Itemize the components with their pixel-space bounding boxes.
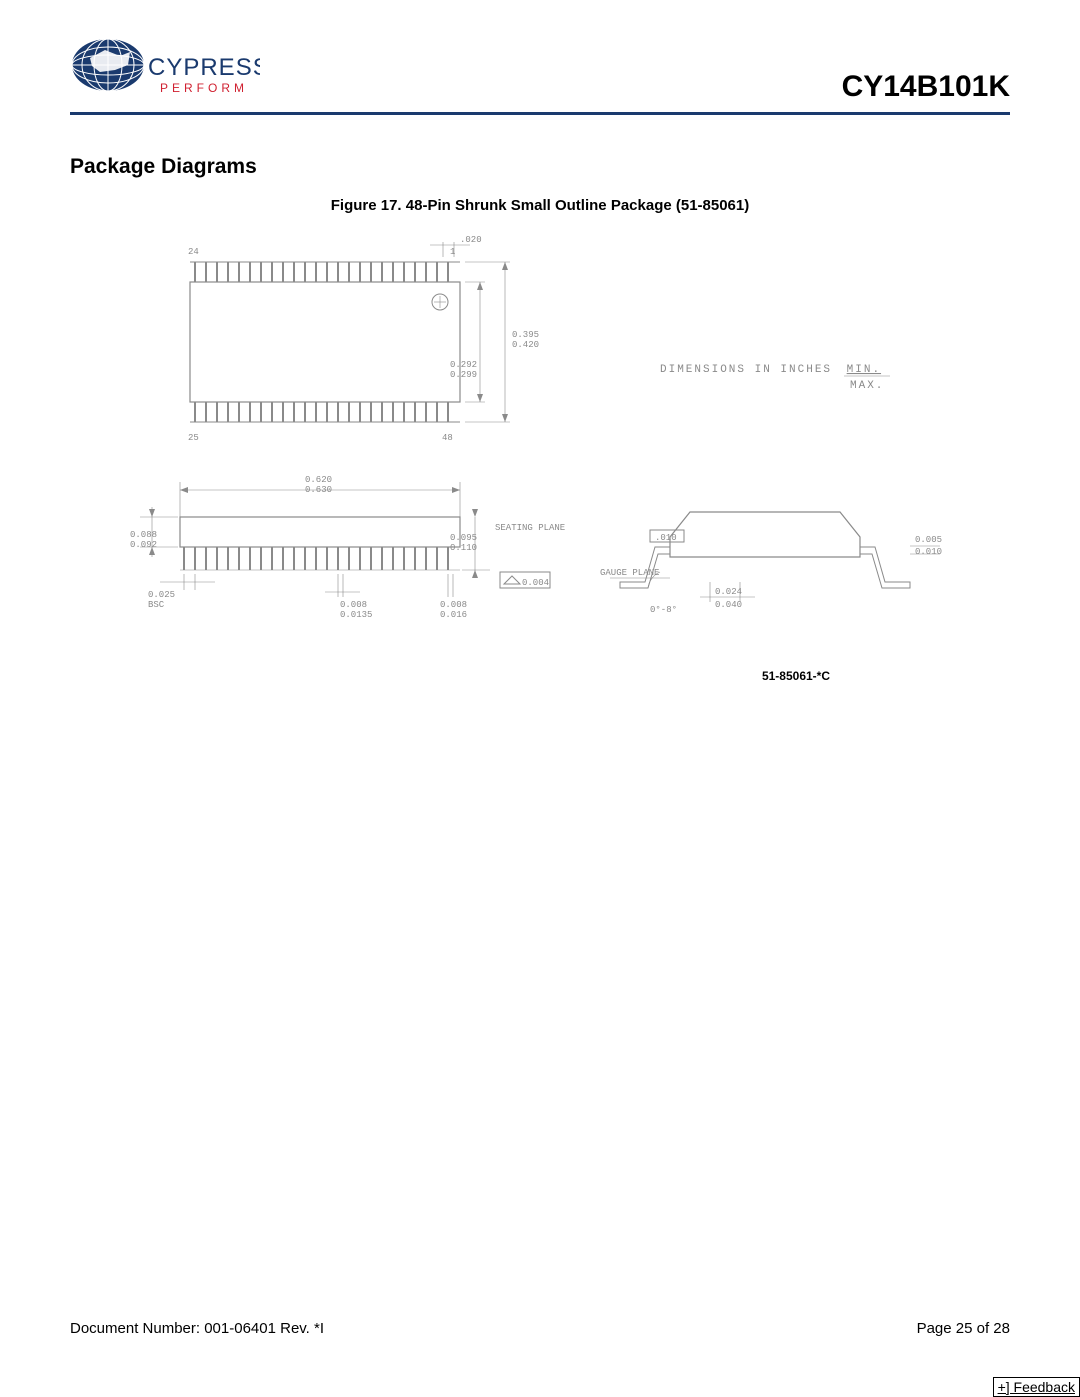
svg-text:0.110: 0.110 — [450, 543, 477, 553]
drawing-code: 51-85061-*C — [130, 669, 830, 683]
svg-text:PERFORM: PERFORM — [160, 81, 248, 95]
svg-text:0.004: 0.004 — [522, 578, 549, 588]
svg-text:BSC: BSC — [148, 600, 165, 610]
svg-text:0.0135: 0.0135 — [340, 610, 372, 620]
svg-text:0.005: 0.005 — [915, 535, 942, 545]
page-header: CYPRESS PERFORM CY14B101K — [70, 30, 1010, 115]
svg-text:0°-8°: 0°-8° — [650, 605, 677, 615]
svg-text:SEATING PLANE: SEATING PLANE — [495, 523, 565, 533]
document-number: Document Number: 001-06401 Rev. *I — [70, 1320, 324, 1337]
svg-text:0.016: 0.016 — [440, 610, 467, 620]
figure-caption: Figure 17. 48-Pin Shrunk Small Outline P… — [70, 197, 1010, 214]
svg-text:0.010: 0.010 — [915, 547, 942, 557]
svg-text:0.008: 0.008 — [440, 600, 467, 610]
svg-text:DIMENSIONS IN INCHES M: DIMENSIONS IN INCHES MIN. — [660, 364, 881, 376]
page-number: Page 25 of 28 — [917, 1320, 1010, 1337]
svg-text:0.292: 0.292 — [450, 360, 477, 370]
svg-text:0.092: 0.092 — [130, 540, 157, 550]
svg-text:0.040: 0.040 — [715, 600, 742, 610]
svg-text:0.088: 0.088 — [130, 530, 157, 540]
svg-text:0.024: 0.024 — [715, 587, 742, 597]
package-diagram: 24 1 25 48 .020 0.395 0.420 — [130, 232, 950, 683]
page-footer: Document Number: 001-06401 Rev. *I Page … — [70, 1320, 1010, 1337]
svg-text:0.395: 0.395 — [512, 330, 539, 340]
svg-text:GAUGE PLANE: GAUGE PLANE — [600, 568, 659, 578]
svg-text:25: 25 — [188, 433, 199, 443]
svg-text:0.630: 0.630 — [305, 485, 332, 495]
svg-text:0.008: 0.008 — [340, 600, 367, 610]
section-title: Package Diagrams — [70, 155, 1010, 179]
svg-text:0.095: 0.095 — [450, 533, 477, 543]
svg-text:0.420: 0.420 — [512, 340, 539, 350]
svg-text:0.620: 0.620 — [305, 475, 332, 485]
svg-text:0.299: 0.299 — [450, 370, 477, 380]
cypress-logo: CYPRESS PERFORM — [70, 30, 260, 110]
svg-text:.020: .020 — [460, 235, 482, 245]
svg-text:0.025: 0.025 — [148, 590, 175, 600]
feedback-link[interactable]: +] Feedback — [993, 1377, 1080, 1397]
svg-text:.010: .010 — [655, 533, 677, 543]
svg-text:48: 48 — [442, 433, 453, 443]
svg-text:CYPRESS: CYPRESS — [148, 54, 260, 81]
svg-text:24: 24 — [188, 247, 199, 257]
part-number: CY14B101K — [842, 70, 1010, 110]
svg-text:1: 1 — [450, 247, 455, 257]
svg-text:MAX.: MAX. — [850, 380, 884, 392]
